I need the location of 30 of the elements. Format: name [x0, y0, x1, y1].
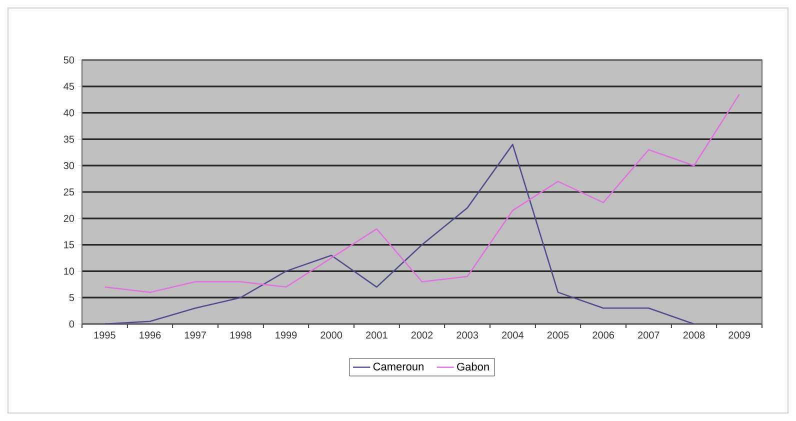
x-tick-label: 2005	[547, 332, 569, 339]
x-tick-label: 2003	[456, 332, 478, 339]
x-tick-label: 2004	[502, 332, 524, 339]
y-tick-label: 40	[64, 109, 74, 116]
x-tick-label: 2006	[592, 332, 614, 339]
x-tick-label: 2001	[366, 332, 388, 339]
x-tick-label: 1998	[230, 332, 252, 339]
x-tick-label: 1996	[140, 332, 161, 339]
x-tick-label: 2007	[638, 332, 660, 339]
legend-label: Cameroun	[373, 362, 424, 370]
y-tick-label: 5	[69, 294, 74, 302]
y-tick-label: 20	[64, 214, 74, 222]
y-tick-label: 50	[64, 56, 74, 64]
line-series	[104, 94, 740, 293]
x-tick-label: 2008	[683, 332, 705, 339]
y-tick-label: 30	[64, 162, 74, 170]
x-tick-label: 1999	[276, 332, 297, 339]
x-tick-label: 1995	[94, 332, 116, 339]
legend-label: Gabon	[457, 362, 489, 371]
x-tick-label: 2002	[411, 332, 433, 339]
y-tick-label: 0	[69, 320, 74, 328]
x-tick-label: 2009	[728, 332, 750, 339]
line-series	[104, 144, 695, 324]
y-tick-label: 25	[64, 188, 74, 196]
y-tick-label: 35	[64, 136, 74, 143]
x-tick-label: 1997	[184, 332, 206, 339]
y-tick-label: 15	[64, 241, 74, 248]
y-tick-label: 45	[64, 82, 74, 90]
x-tick-label: 2000	[320, 332, 342, 339]
y-tick-label: 10	[64, 268, 74, 275]
